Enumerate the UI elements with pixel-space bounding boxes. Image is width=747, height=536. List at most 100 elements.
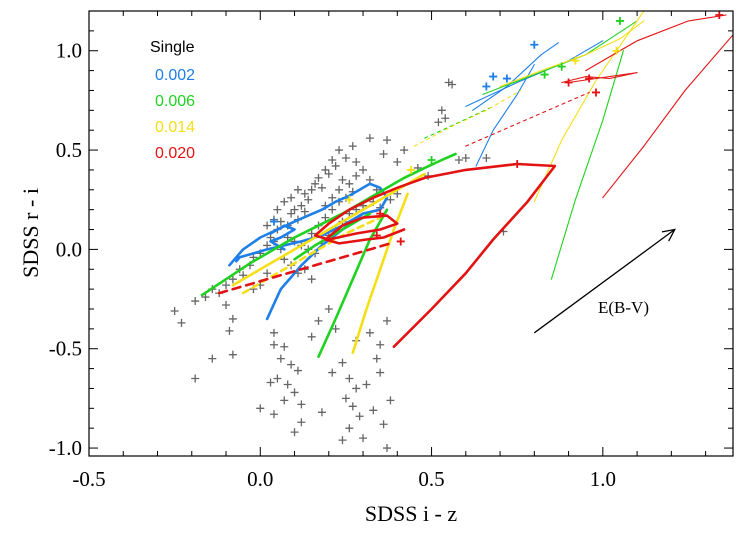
observed-point — [191, 297, 200, 306]
observed-point — [331, 324, 340, 333]
track-0020 — [465, 91, 590, 147]
observed-point — [365, 328, 374, 337]
observed-point — [208, 354, 217, 363]
y-tick-label: 1.0 — [56, 39, 82, 63]
observed-point — [287, 360, 296, 369]
observed-point — [372, 354, 381, 363]
observed-point — [228, 314, 237, 323]
observed-point — [225, 326, 234, 335]
track-0020 — [561, 72, 638, 84]
observed-point — [170, 306, 179, 315]
track-marker — [396, 237, 405, 246]
x-tick-label: 0.0 — [247, 467, 273, 491]
reddening-arrow-head — [661, 228, 676, 242]
observed-point — [297, 400, 306, 409]
observed-point — [228, 275, 237, 284]
observed-point — [345, 179, 354, 188]
track-marker — [345, 195, 354, 204]
track-0014 — [231, 172, 427, 287]
observed-point — [335, 146, 344, 155]
observed-point — [338, 175, 347, 184]
observed-point — [355, 412, 364, 421]
observed-point — [369, 406, 378, 415]
track-marker — [427, 155, 436, 164]
track-marker — [557, 62, 566, 71]
track-marker — [489, 72, 498, 81]
observed-point — [434, 118, 443, 127]
observed-point — [269, 340, 278, 349]
observed-point — [191, 374, 200, 383]
plot-area — [170, 11, 733, 453]
observed-point — [290, 205, 299, 214]
observed-point — [362, 380, 371, 389]
observed-point — [293, 366, 302, 375]
observed-point — [263, 221, 272, 230]
observed-point — [269, 410, 278, 419]
observed-point — [352, 384, 361, 393]
track-marker — [615, 16, 624, 25]
observed-point — [307, 185, 316, 194]
observed-point — [328, 368, 337, 377]
legend: Single 0.002 0.006 0.014 0.020 — [150, 39, 195, 162]
observed-point — [300, 207, 309, 216]
observed-point — [376, 368, 385, 377]
observed-point — [228, 350, 237, 359]
observed-point — [314, 173, 323, 182]
observed-point — [304, 195, 313, 204]
observed-point — [328, 193, 337, 202]
observed-point — [338, 436, 347, 445]
track-0002 — [269, 224, 296, 251]
observed-point — [341, 394, 350, 403]
observed-point — [222, 301, 231, 310]
observed-point — [263, 269, 272, 278]
track-0020 — [313, 162, 557, 349]
track-marker — [564, 78, 573, 87]
observed-point — [321, 165, 330, 174]
x-tick-label: 1.0 — [590, 467, 616, 491]
track-0002 — [472, 42, 559, 111]
observed-point — [386, 396, 395, 405]
track-marker — [502, 74, 511, 83]
track-marker — [585, 74, 594, 83]
observed-point — [256, 404, 265, 413]
observed-point — [345, 374, 354, 383]
legend-entry-0014: 0.014 — [155, 119, 195, 136]
observed-point — [311, 179, 320, 188]
observed-point — [317, 408, 326, 417]
track-marker — [269, 217, 278, 226]
observed-point — [314, 316, 323, 325]
observed-point — [437, 106, 446, 115]
axis-ticks: -0.5 0.0 0.5 1.0 -1.0 -0.5 0.0 0.5 1.0 — [49, 10, 733, 491]
observed-point — [335, 185, 344, 194]
observed-point — [290, 428, 299, 437]
observed-point — [273, 374, 282, 383]
observed-point — [290, 388, 299, 397]
track-0014 — [351, 192, 409, 355]
observed-point — [300, 189, 309, 198]
observed-point — [365, 134, 374, 143]
observed-point — [328, 205, 337, 214]
track-marker — [591, 88, 600, 97]
observed-point — [280, 396, 289, 405]
observed-point — [283, 380, 292, 389]
observed-point — [341, 154, 350, 163]
reddening-arrow-shaft — [533, 229, 676, 334]
observed-point — [276, 354, 285, 363]
observed-point — [400, 146, 409, 155]
observed-point — [383, 316, 392, 325]
track-0006 — [482, 20, 638, 95]
observed-point — [201, 293, 210, 302]
y-axis-title: SDSS r - i — [18, 188, 43, 278]
observed-point — [448, 80, 457, 89]
y-tick-label: -0.5 — [49, 337, 82, 361]
observed-point — [376, 340, 385, 349]
y-tick-label: -1.0 — [49, 436, 82, 460]
observed-point — [307, 332, 316, 341]
legend-title: Single — [150, 39, 195, 56]
observed-point — [269, 328, 278, 337]
track-marker — [540, 70, 549, 79]
observed-point — [273, 205, 282, 214]
observed-point — [324, 304, 333, 313]
track-0006 — [424, 105, 494, 139]
observed-point — [280, 197, 289, 206]
